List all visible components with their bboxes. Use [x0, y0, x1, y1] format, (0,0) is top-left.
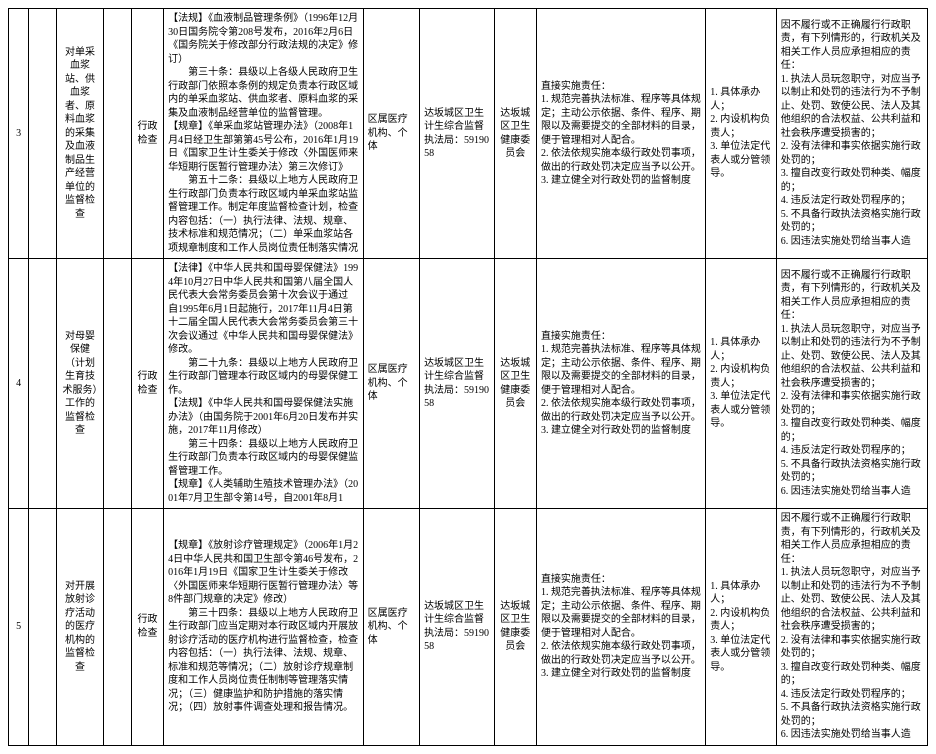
action-type: 行政检查 — [131, 9, 163, 259]
responsibility: 直接实施责任：1. 规范完善执法标准、程序等具体规定；主动公示依据、条件、程序、… — [536, 9, 705, 259]
col-c — [103, 9, 131, 259]
table-row: 4 对母婴保健（计划生育技术服务）工作的监督检查行政检查【法律】《中华人民共和国母… — [9, 259, 928, 509]
action-type: 行政检查 — [131, 509, 163, 746]
agency: 达坂城区卫生计生综合监督执法局：5919058 — [420, 509, 495, 746]
table-row: 3 对单采血浆站、供血浆者、原料血浆的采集及血液制品生产经营单位的监督检查行政检查… — [9, 9, 928, 259]
department: 达坂城区卫生健康委员会 — [494, 509, 536, 746]
accountability: 因不履行或不正确履行行政职责，有下列情形的，行政机关及相关工作人员应承担相应的责… — [776, 259, 927, 509]
item-name: 对单采血浆站、供血浆者、原料血浆的采集及血液制品生产经营单位的监督检查 — [57, 9, 103, 259]
legal-basis: 【法规】《血液制品管理条例》（1996年12月30日国务院令第208号发布，20… — [164, 9, 364, 259]
agency: 达坂城区卫生计生综合监督执法局：5919058 — [420, 259, 495, 509]
legal-basis: 【法律】《中华人民共和国母婴保健法》1994年10月27日中华人民共和国第八届全… — [164, 259, 364, 509]
target: 区属医疗机构、个体 — [363, 509, 419, 746]
persons: 1. 具体承办人；2. 内设机构负责人；3. 单位法定代表人或分管领导。 — [706, 9, 777, 259]
accountability: 因不履行或不正确履行行政职责，有下列情形的，行政机关及相关工作人员应承担相应的责… — [776, 509, 927, 746]
main-table: 3对单采血浆站、供血浆者、原料血浆的采集及血液制品生产经营单位的监督检查行政检查… — [8, 8, 928, 746]
col-a — [29, 9, 57, 259]
item-name: 对母婴保健（计划生育技术服务）工作的监督检查 — [57, 259, 103, 509]
legal-basis: 【规章】《放射诊疗管理规定》（2006年1月24日中华人民共和国卫生部令第46号… — [164, 509, 364, 746]
row-index: 4 — [9, 259, 29, 509]
responsibility: 直接实施责任：1. 规范完善执法标准、程序等具体规定；主动公示依据、条件、程序、… — [536, 259, 705, 509]
col-a — [29, 259, 57, 509]
table-row: 5 对开展放射诊疗活动的医疗机构的监督检查行政检查【规章】《放射诊疗管理规定》（2… — [9, 509, 928, 746]
responsibility: 直接实施责任：1. 规范完善执法标准、程序等具体规定；主动公示依据、条件、程序、… — [536, 509, 705, 746]
agency: 达坂城区卫生计生综合监督执法局：5919058 — [420, 9, 495, 259]
item-name: 对开展放射诊疗活动的医疗机构的监督检查 — [57, 509, 103, 746]
col-c — [103, 509, 131, 746]
row-index: 5 — [9, 509, 29, 746]
persons: 1. 具体承办人；2. 内设机构负责人；3. 单位法定代表人或分管领导。 — [706, 259, 777, 509]
department: 达坂城区卫生健康委员会 — [494, 259, 536, 509]
col-a — [29, 509, 57, 746]
accountability: 因不履行或不正确履行行政职责，有下列情形的，行政机关及相关工作人员应承担相应的责… — [776, 9, 927, 259]
target: 区属医疗机构、个体 — [363, 9, 419, 259]
department: 达坂城区卫生健康委员会 — [494, 9, 536, 259]
persons: 1. 具体承办人；2. 内设机构负责人；3. 单位法定代表人或分管领导。 — [706, 509, 777, 746]
target: 区属医疗机构、个体 — [363, 259, 419, 509]
row-index: 3 — [9, 9, 29, 259]
col-c — [103, 259, 131, 509]
action-type: 行政检查 — [131, 259, 163, 509]
